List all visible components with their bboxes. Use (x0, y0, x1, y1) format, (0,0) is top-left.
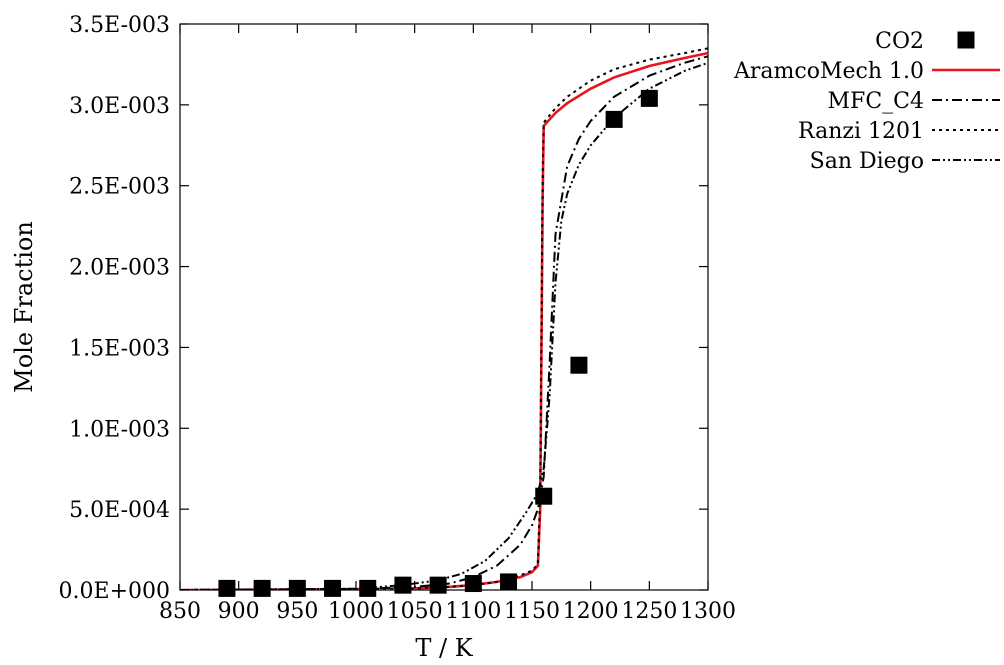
data-point-co2 (464, 575, 482, 593)
x-tick-label: 1050 (387, 599, 443, 624)
y-tick-label: 2.5E-003 (69, 175, 170, 200)
x-tick-label: 1000 (328, 599, 384, 624)
x-tick-label: 900 (218, 599, 260, 624)
data-point-co2 (570, 356, 588, 374)
x-tick-label: 1300 (680, 599, 736, 624)
x-axis-title: T / K (415, 634, 473, 662)
plot-area (179, 23, 709, 591)
legend-label-san-diego: San Diego (810, 149, 924, 174)
data-point-co2 (535, 487, 553, 505)
data-point-co2 (288, 579, 306, 597)
y-tick-label: 1.5E-003 (69, 336, 170, 361)
series-line-san-diego (180, 61, 708, 590)
series-lines (180, 47, 708, 590)
legend: CO2 AramcoMech 1.0 MFC_C4 Ranzi 1201 San Die… (733, 29, 1000, 174)
series-points (218, 89, 658, 597)
x-tick-label: 850 (159, 599, 201, 624)
data-point-co2 (324, 579, 342, 597)
data-point-co2 (359, 579, 377, 597)
legend-label-mfc-c4: MFC_C4 (828, 89, 924, 114)
series-line-ranzi-1201 (180, 47, 708, 590)
legend-marker-co2 (957, 31, 975, 49)
x-tick-label: 1250 (621, 599, 677, 624)
y-tick-label: 3.5E-003 (69, 13, 170, 38)
data-point-co2 (605, 110, 623, 128)
data-point-co2 (429, 576, 447, 594)
y-tick-label: 0.0E+000 (59, 579, 170, 604)
legend-label-aramcomech-1-0: AramcoMech 1.0 (733, 59, 924, 84)
data-point-co2 (218, 579, 236, 597)
data-point-co2 (394, 576, 412, 594)
data-point-co2 (640, 89, 658, 107)
y-axis: 0.0E+000 5.0E-004 1.0E-003 1.5E-003 2.0E-003… (59, 13, 708, 604)
y-tick-label: 5.0E-004 (69, 498, 170, 523)
y-axis-title: Mole Fraction (10, 221, 38, 393)
x-tick-label: 1150 (504, 599, 560, 624)
x-tick-label: 1200 (563, 599, 619, 624)
data-point-co2 (253, 579, 271, 597)
legend-label-co2: CO2 (875, 29, 924, 54)
data-point-co2 (500, 573, 518, 591)
x-axis: 850 900 950 1000 1050 1100 1150 1200 1250 1300 (159, 24, 736, 624)
y-tick-label: 3.0E-003 (69, 94, 170, 119)
x-tick-label: 950 (276, 599, 318, 624)
y-tick-label: 1.0E-003 (69, 417, 170, 442)
legend-label-ranzi-1201: Ranzi 1201 (798, 119, 924, 144)
x-tick-label: 1100 (445, 599, 501, 624)
y-tick-label: 2.0E-003 (69, 256, 170, 281)
series-line-aramcomech-1-0 (180, 51, 708, 590)
series-line-mfc-c4 (180, 55, 708, 590)
